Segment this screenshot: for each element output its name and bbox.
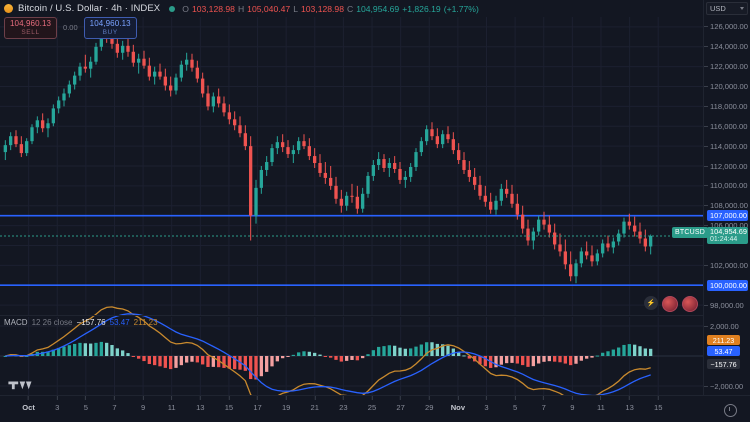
sell-price: 104,960.13 xyxy=(10,19,52,28)
price-chart-pane[interactable] xyxy=(0,17,704,315)
candlestick-series xyxy=(0,17,704,315)
sell-button[interactable]: 104,960.13 SELL xyxy=(4,17,58,39)
current-price-tag[interactable]: 104,954.69 01:24:44 xyxy=(707,226,748,245)
floating-buttons: ⚡ xyxy=(644,296,698,312)
price-tick: 118,000.00 xyxy=(704,101,750,112)
macd-series xyxy=(0,306,704,404)
buy-label: BUY xyxy=(102,28,118,36)
macd-tick: 2,000.00 xyxy=(704,321,750,331)
time-tick: 15 xyxy=(225,396,233,412)
time-tick: 7 xyxy=(542,396,546,412)
high-value: 105,040.47 xyxy=(247,3,291,14)
time-tick: 3 xyxy=(55,396,59,412)
price-tick: 126,000.00 xyxy=(704,21,750,32)
flag-icon-2[interactable] xyxy=(682,296,698,312)
chart-legend: Bitcoin / U.S. Dollar · 4h · INDEX O 103,… xyxy=(0,0,750,17)
time-tick: 5 xyxy=(513,396,517,412)
time-tick: 5 xyxy=(84,396,88,412)
time-scale[interactable]: Oct 3 5 7 9 11 13 15 17 19 21 23 25 27 29 Nov 3 5 7 9 11 13 15 xyxy=(0,395,750,422)
time-tick: Oct xyxy=(22,396,35,412)
chevron-down-icon xyxy=(740,7,744,10)
time-tick: Nov xyxy=(451,396,465,412)
macd-pane[interactable] xyxy=(0,306,704,404)
price-tick: 120,000.00 xyxy=(704,81,750,92)
time-tick: 7 xyxy=(112,396,117,412)
open-value: 103,128.98 xyxy=(191,3,235,14)
macd-value-tag[interactable]: −157.76 xyxy=(707,359,740,370)
buy-sell-panel: 104,960.13 SELL 0.00 104,960.13 BUY xyxy=(4,17,137,39)
bitcoin-icon xyxy=(4,4,13,13)
currency-selector[interactable]: USD xyxy=(706,2,748,15)
lightning-icon[interactable]: ⚡ xyxy=(644,296,658,310)
price-tick: 108,000.00 xyxy=(704,200,750,211)
low-value: 103,128.98 xyxy=(300,3,344,14)
tradingview-logo[interactable] xyxy=(8,378,34,392)
macd-signal-tag[interactable]: 53.47 xyxy=(707,346,740,357)
current-price-value: 104,954.69 xyxy=(710,226,747,236)
close-key: C xyxy=(346,3,354,14)
buy-price: 104,960.13 xyxy=(89,19,131,28)
price-line-tag[interactable]: 107,000.00 xyxy=(707,210,748,222)
time-tick: 9 xyxy=(570,396,574,412)
price-tick: 112,000.00 xyxy=(704,161,750,172)
change-percent: (+1.77%) xyxy=(443,3,479,14)
ohlc-values: O 103,128.98 H 105,040.47 L 103,128.98 C 104… xyxy=(182,4,479,14)
time-tick: 17 xyxy=(253,396,262,412)
price-scale[interactable]: USD 126,000.00 124,000.00 122,000.00 120,00… xyxy=(672,0,750,396)
symbol-price-tag: BTCUSD xyxy=(672,227,708,239)
pane-separator xyxy=(0,315,704,316)
high-key: H xyxy=(237,3,245,14)
macd-legend-macd: −157.76 xyxy=(76,318,106,327)
close-value: 104,954.69 xyxy=(356,3,400,14)
flag-icon-1[interactable] xyxy=(662,296,678,312)
symbol-title[interactable]: Bitcoin / U.S. Dollar · 4h · INDEX xyxy=(18,3,161,14)
time-tick: 13 xyxy=(625,396,634,412)
macd-legend-hist: 211.23 xyxy=(133,318,158,327)
price-tick: 124,000.00 xyxy=(704,41,750,52)
time-tick: 25 xyxy=(368,396,376,412)
time-tick: 23 xyxy=(339,396,348,412)
time-tick: 11 xyxy=(168,396,176,412)
time-tick: 29 xyxy=(425,396,433,412)
visibility-icon[interactable] xyxy=(169,5,176,12)
price-tick: 98,000.00 xyxy=(704,300,750,311)
clock-icon[interactable] xyxy=(724,404,737,417)
time-tick: 13 xyxy=(196,396,205,412)
buy-button[interactable]: 104,960.13 BUY xyxy=(83,17,137,39)
time-tick: 27 xyxy=(396,396,405,412)
macd-legend-signal: 53.47 xyxy=(109,318,130,327)
price-tick: 106,000.00 xyxy=(704,220,750,231)
low-key: L xyxy=(293,3,298,14)
spread-value: 0.00 xyxy=(63,23,78,33)
price-tick: 102,000.00 xyxy=(704,260,750,271)
time-tick: 19 xyxy=(282,396,290,412)
macd-legend-params: 12 26 close xyxy=(31,318,73,327)
macd-tick: −2,000.00 xyxy=(704,381,750,391)
currency-label: USD xyxy=(710,4,726,13)
price-tick: 114,000.00 xyxy=(704,141,750,152)
time-tick: 3 xyxy=(484,396,489,412)
macd-legend-name[interactable]: MACD xyxy=(4,318,28,327)
time-tick: 15 xyxy=(654,396,662,412)
macd-legend: MACD 12 26 close −157.76 53.47 211.23 xyxy=(4,318,158,327)
time-tick: 11 xyxy=(597,396,605,412)
change-value: +1,826.19 xyxy=(402,3,441,14)
price-tick: 110,000.00 xyxy=(704,180,750,191)
price-tick: 116,000.00 xyxy=(704,121,750,132)
time-tick: 21 xyxy=(311,396,319,412)
bar-countdown: 01:24:44 xyxy=(710,236,738,244)
open-key: O xyxy=(182,3,189,14)
price-line-tag[interactable]: 100,000.00 xyxy=(707,279,748,291)
time-tick: 9 xyxy=(141,396,145,412)
sell-label: SELL xyxy=(21,28,40,36)
price-tick: 122,000.00 xyxy=(704,61,750,72)
macd-hist-tag[interactable]: 211.23 xyxy=(707,335,740,346)
